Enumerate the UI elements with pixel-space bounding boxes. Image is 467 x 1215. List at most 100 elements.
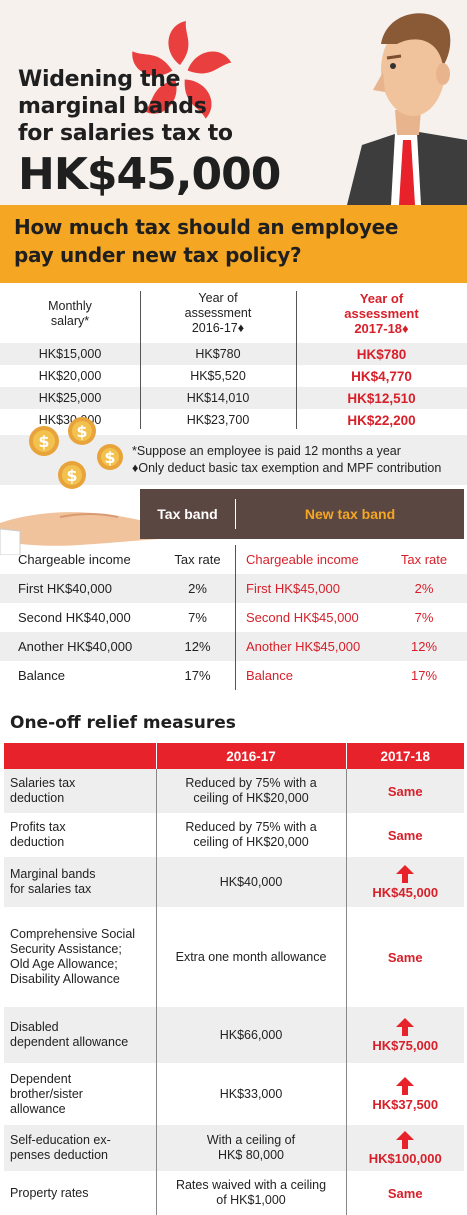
- header: Widening the marginal bands for salaries…: [0, 0, 467, 205]
- table-row: HK$15,000 HK$780 HK$780: [0, 343, 467, 365]
- label-text: Comprehensive Social: [10, 927, 136, 941]
- table-row: HK$25,000 HK$14,010 HK$12,510: [0, 387, 467, 409]
- new-tax-band-heading: New tax band: [304, 506, 396, 522]
- old-rate-cell: 12%: [184, 639, 211, 654]
- column-divider: [296, 291, 297, 429]
- label-text: Salaries tax: [10, 776, 76, 790]
- salary-cell: HK$20,000: [38, 368, 102, 383]
- table-row: Second HK$40,000 7% Second HK$45,000 7%: [0, 603, 467, 632]
- header-text: Monthly: [48, 299, 92, 313]
- value-text: Reduced by 75% with a: [185, 776, 317, 790]
- table-row: Marginal bands for salaries tax HK$40,000…: [4, 857, 464, 907]
- label-text: Security Assistance;: [10, 942, 122, 956]
- salary-cell: HK$25,000: [38, 390, 102, 405]
- table-row: Another HK$40,000 12% Another HK$45,000 …: [0, 632, 467, 661]
- header-text: assessment: [184, 306, 252, 320]
- new-tax-cell: HK$22,200: [347, 412, 416, 428]
- table-row: Salaries tax deduction Reduced by 75% wit…: [4, 769, 464, 813]
- svg-text:$: $: [104, 448, 115, 467]
- value-2017: HK$100,000: [346, 1125, 464, 1171]
- header-monthly-salary: Monthly salary*: [0, 291, 140, 343]
- old-income-cell: Another HK$40,000: [18, 639, 133, 654]
- header-blank: [4, 743, 157, 769]
- new-rate-cell: 12%: [410, 639, 438, 654]
- value-2016: With a ceiling of HK$ 80,000: [156, 1125, 347, 1171]
- measure-label: Profits tax deduction: [4, 813, 157, 857]
- measure-label: Property rates: [4, 1171, 157, 1215]
- title-line-1: Widening the: [18, 67, 181, 92]
- tax-band-section: Tax band New tax band Chargeable income …: [0, 485, 467, 690]
- header-text: Year of: [198, 291, 238, 305]
- arrow-up-icon: [396, 1017, 415, 1036]
- question-banner: How much tax should an employee pay unde…: [0, 205, 467, 283]
- value-2017: Same: [387, 827, 423, 843]
- value-text: HK$ 80,000: [217, 1148, 285, 1162]
- value-text: HK$66,000: [219, 1027, 283, 1042]
- band-divider: [235, 545, 236, 574]
- label-text: allowance: [10, 1101, 66, 1116]
- label-text: for salaries tax: [10, 882, 92, 896]
- value-2017: HK$37,500: [346, 1063, 464, 1125]
- header-text: 2017-18♦: [354, 321, 409, 336]
- value-text: HK$75,000: [372, 1037, 439, 1053]
- footnote-1: *Suppose an employee is paid 12 months a…: [132, 444, 401, 458]
- value-2016: Extra one month allowance: [156, 907, 347, 1007]
- old-rate-cell: 17%: [184, 668, 211, 683]
- footnote-2: ♦Only deduct basic tax exemption and MPF…: [132, 461, 442, 475]
- table-row: Disabled dependent allowance HK$66,000 HK…: [4, 1007, 464, 1063]
- comparison-header: Monthly salary* Year of assessment 2016-…: [0, 283, 467, 343]
- header-text: 2016-17♦: [191, 321, 245, 335]
- old-tax-cell: HK$5,520: [190, 368, 246, 383]
- value-text: ceiling of HK$20,000: [193, 835, 309, 849]
- value-text: ceiling of HK$20,000: [193, 791, 309, 805]
- title-amount: HK$45,000: [18, 149, 281, 200]
- label-text: Disability Allowance: [10, 972, 120, 986]
- page-title: Widening the marginal bands for salaries…: [18, 66, 281, 201]
- measure-label: Comprehensive Social Security Assistance;…: [4, 907, 157, 1007]
- title-line-2: marginal bands: [18, 94, 207, 119]
- value-2016: HK$33,000: [156, 1063, 347, 1125]
- new-income-cell: First HK$45,000: [246, 581, 340, 596]
- relief-measures-title: One-off relief measures: [10, 713, 236, 733]
- new-income-cell: Balance: [246, 668, 293, 683]
- arrow-up-icon: [396, 864, 415, 883]
- tax-band-table: Chargeable income Tax rate Chargeable in…: [0, 545, 467, 690]
- column-header-chargeable-income: Chargeable income: [18, 552, 131, 567]
- old-income-cell: Balance: [18, 668, 65, 683]
- tax-comparison-table: Monthly salary* Year of assessment 2016-…: [0, 283, 467, 435]
- old-tax-cell: HK$780: [195, 346, 241, 361]
- header-2016-17: Year of assessment 2016-17♦: [140, 291, 296, 343]
- label-text: Self-education ex-: [10, 1133, 111, 1147]
- svg-text:$: $: [38, 432, 49, 451]
- value-text: HK$100,000: [368, 1150, 442, 1166]
- header-text: salary*: [50, 314, 90, 328]
- measure-label: Disabled dependent allowance: [4, 1007, 157, 1063]
- value-2016: Reduced by 75% with a ceiling of HK$20,00…: [156, 813, 347, 857]
- table-header-row: 2016-17 2017-18: [4, 743, 464, 769]
- title-line-3: for salaries tax to: [18, 121, 233, 146]
- value-text: Reduced by 75% with a: [185, 820, 317, 834]
- column-header-tax-rate: Tax rate: [400, 552, 448, 567]
- footnotes: $ $ $ $ *Suppose an employee is paid 12 …: [0, 417, 467, 489]
- band-divider: [235, 574, 236, 603]
- businessman-illustration: [347, 0, 467, 205]
- band-divider: [235, 603, 236, 632]
- new-rate-cell: 2%: [414, 581, 434, 596]
- value-text: HK$37,500: [372, 1096, 439, 1112]
- new-tax-cell: HK$4,770: [351, 368, 412, 384]
- value-2016: HK$66,000: [156, 1007, 347, 1063]
- value-text: HK$45,000: [372, 884, 439, 900]
- header-text: assessment: [344, 306, 419, 321]
- old-tax-cell: HK$14,010: [186, 390, 250, 405]
- measure-label: Salaries tax deduction: [4, 769, 157, 813]
- label-text: Marginal bands: [10, 867, 96, 881]
- new-rate-cell: 17%: [410, 668, 438, 683]
- header-2016-17: 2016-17: [156, 743, 347, 769]
- value-2017: Same: [387, 1185, 423, 1201]
- value-text: With a ceiling of: [206, 1133, 296, 1147]
- table-row: Self-education ex-penses deduction With …: [4, 1125, 464, 1171]
- old-income-cell: Second HK$40,000: [18, 610, 131, 625]
- heading-divider: [235, 499, 236, 529]
- hand-icon: [0, 512, 160, 555]
